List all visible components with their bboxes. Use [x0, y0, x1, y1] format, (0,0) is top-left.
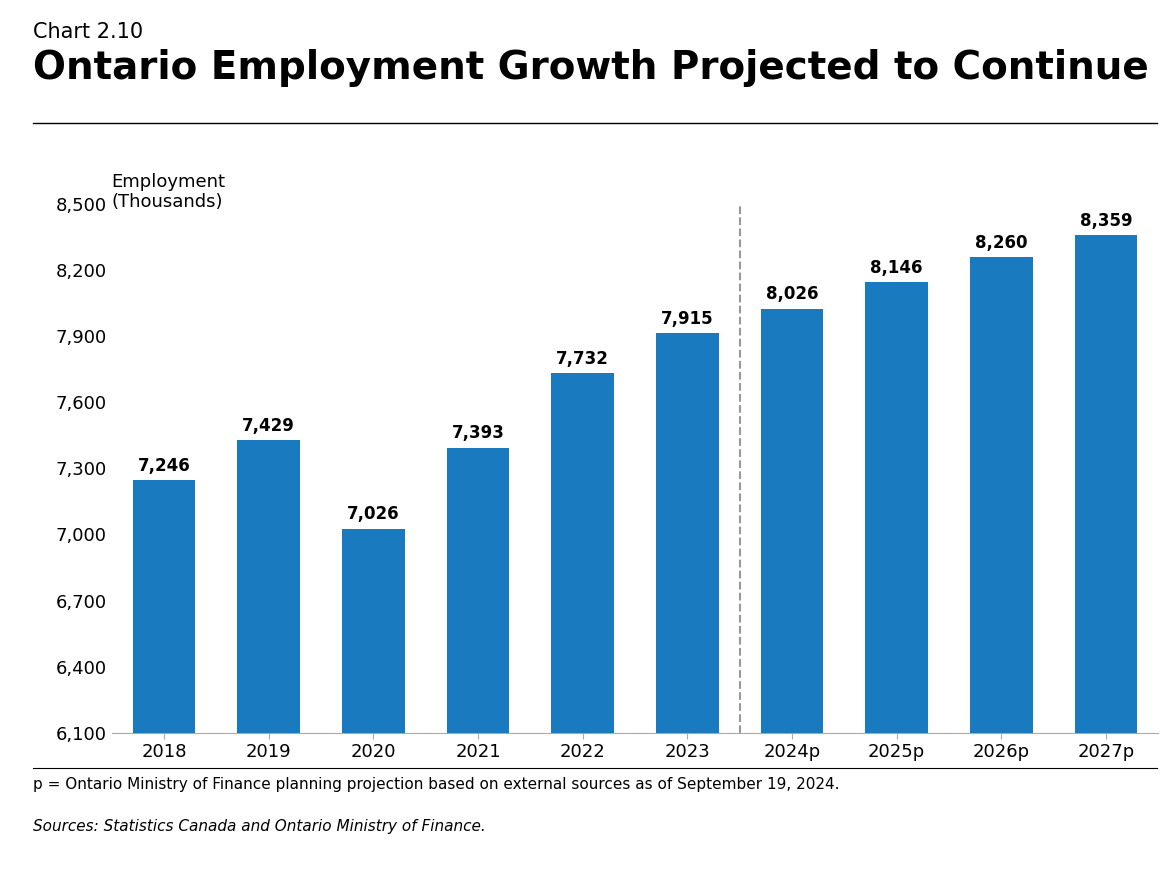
Text: 7,429: 7,429: [242, 416, 295, 434]
Text: Sources: Statistics Canada and Ontario Ministry of Finance.: Sources: Statistics Canada and Ontario M…: [33, 819, 486, 834]
Bar: [342, 528, 405, 733]
Text: 7,026: 7,026: [347, 505, 400, 523]
Bar: [133, 480, 195, 733]
Bar: [1075, 235, 1137, 733]
Text: (Thousands): (Thousands): [112, 194, 223, 211]
Bar: [552, 373, 614, 733]
Text: p = Ontario Ministry of Finance planning projection based on external sources as: p = Ontario Ministry of Finance planning…: [33, 777, 840, 792]
Text: Chart 2.10: Chart 2.10: [33, 22, 143, 43]
Bar: [238, 440, 300, 733]
Bar: [866, 282, 928, 733]
Text: 7,915: 7,915: [661, 310, 714, 328]
Text: 8,359: 8,359: [1080, 211, 1132, 230]
Text: 8,146: 8,146: [870, 258, 923, 277]
Text: 7,732: 7,732: [556, 350, 609, 368]
Text: 7,246: 7,246: [138, 456, 191, 475]
Bar: [970, 257, 1033, 733]
Text: 8,026: 8,026: [766, 285, 818, 303]
Text: 7,393: 7,393: [452, 424, 505, 442]
Bar: [761, 309, 823, 733]
Bar: [656, 333, 719, 733]
Text: Employment: Employment: [112, 173, 226, 191]
Bar: [447, 448, 509, 733]
Text: Ontario Employment Growth Projected to Continue: Ontario Employment Growth Projected to C…: [33, 49, 1149, 87]
Text: 8,260: 8,260: [975, 234, 1028, 251]
